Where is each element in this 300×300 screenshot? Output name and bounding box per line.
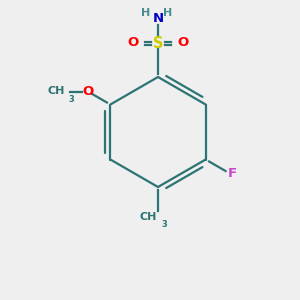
Text: O: O <box>82 85 94 98</box>
Text: O: O <box>177 37 189 50</box>
Text: F: F <box>227 167 236 180</box>
Text: CH: CH <box>140 212 157 222</box>
Text: H: H <box>164 8 172 18</box>
Text: N: N <box>152 13 164 26</box>
Text: CH: CH <box>47 86 65 97</box>
Text: O: O <box>128 37 139 50</box>
Text: 3: 3 <box>69 94 75 103</box>
Text: H: H <box>141 8 151 18</box>
Text: 3: 3 <box>161 220 167 229</box>
Text: S: S <box>153 35 163 50</box>
